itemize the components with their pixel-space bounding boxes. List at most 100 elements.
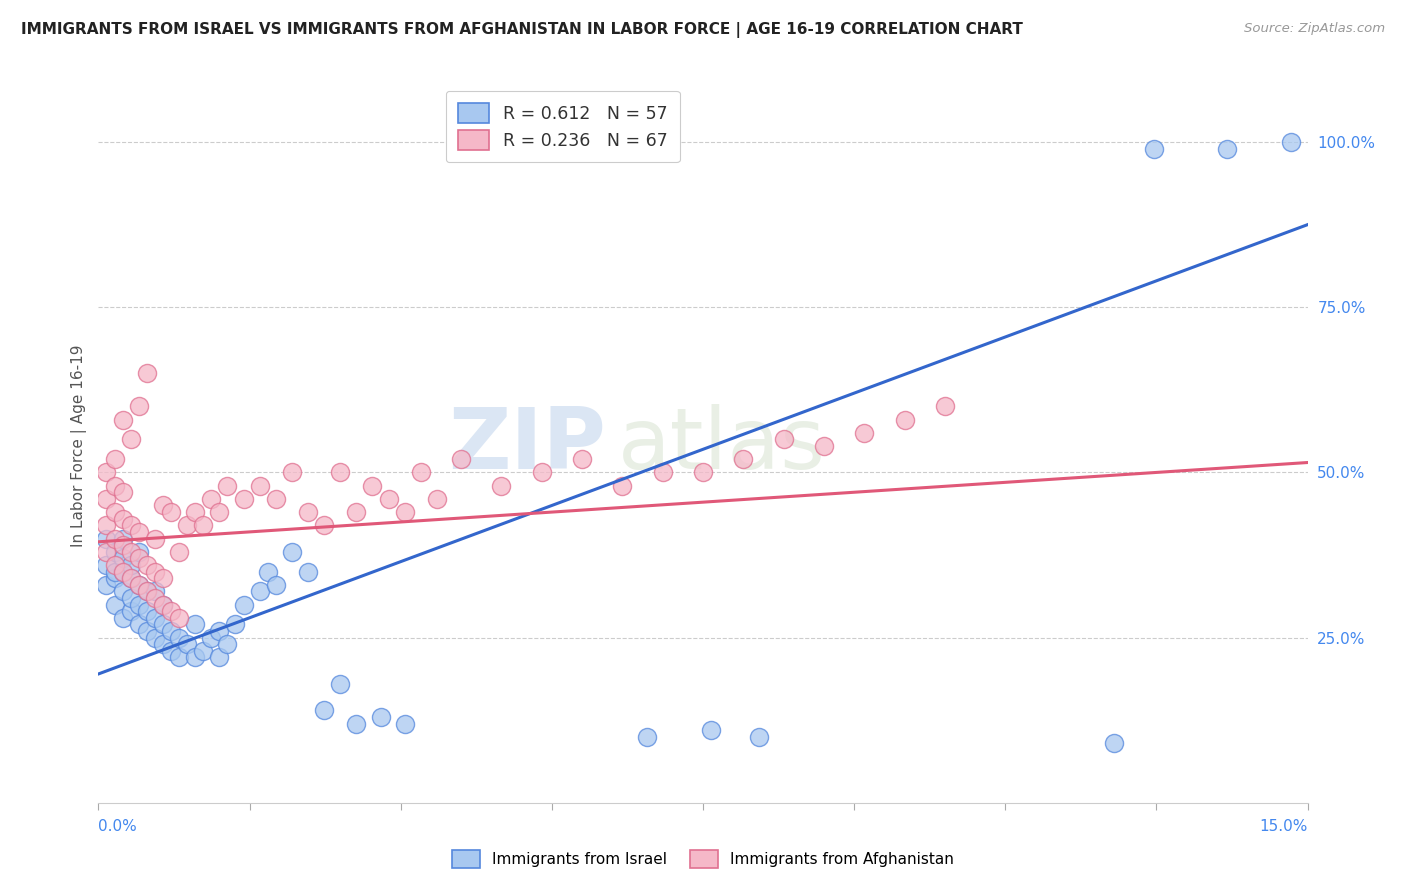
Point: [733, 452, 755, 467]
Point: [135, 584, 157, 599]
Point: [103, 571, 125, 585]
Point: [1143, 142, 1166, 156]
Point: [103, 565, 125, 579]
Point: [344, 716, 367, 731]
Point: [111, 584, 134, 599]
Point: [314, 703, 336, 717]
Point: [370, 710, 392, 724]
Point: [184, 650, 207, 665]
Point: [120, 571, 142, 585]
Point: [193, 518, 215, 533]
Point: [264, 578, 287, 592]
Point: [143, 591, 166, 605]
Point: [176, 518, 198, 533]
Point: [128, 617, 150, 632]
Point: [1102, 736, 1125, 750]
Point: [329, 466, 352, 480]
Point: [135, 604, 157, 618]
Point: [224, 617, 246, 632]
Point: [128, 578, 150, 592]
Point: [152, 598, 174, 612]
Point: [409, 466, 432, 480]
Y-axis label: In Labor Force | Age 16-19: In Labor Force | Age 16-19: [72, 344, 87, 548]
Text: ZIP: ZIP: [449, 404, 606, 488]
Point: [853, 425, 876, 440]
Point: [143, 611, 166, 625]
Point: [344, 505, 367, 519]
Point: [160, 505, 183, 519]
Point: [103, 478, 125, 492]
Point: [111, 412, 134, 426]
Point: [700, 723, 723, 738]
Legend: R = 0.612   N = 57, R = 0.236   N = 67: R = 0.612 N = 57, R = 0.236 N = 67: [446, 91, 681, 162]
Point: [135, 584, 157, 599]
Point: [128, 578, 150, 592]
Point: [128, 400, 150, 414]
Point: [281, 466, 304, 480]
Point: [281, 545, 304, 559]
Point: [103, 452, 125, 467]
Point: [143, 584, 166, 599]
Point: [167, 611, 190, 625]
Point: [377, 491, 399, 506]
Point: [571, 452, 593, 467]
Point: [167, 631, 190, 645]
Point: [96, 466, 118, 480]
Point: [426, 491, 449, 506]
Point: [200, 631, 222, 645]
Point: [96, 532, 118, 546]
Point: [249, 478, 271, 492]
Text: IMMIGRANTS FROM ISRAEL VS IMMIGRANTS FROM AFGHANISTAN IN LABOR FORCE | AGE 16-19: IMMIGRANTS FROM ISRAEL VS IMMIGRANTS FRO…: [21, 22, 1024, 38]
Point: [651, 466, 673, 480]
Point: [167, 650, 190, 665]
Point: [217, 637, 239, 651]
Point: [232, 491, 254, 506]
Point: [103, 505, 125, 519]
Point: [184, 505, 207, 519]
Point: [692, 466, 714, 480]
Point: [314, 518, 336, 533]
Point: [143, 631, 166, 645]
Point: [111, 538, 134, 552]
Point: [193, 644, 215, 658]
Point: [96, 545, 118, 559]
Point: [152, 598, 174, 612]
Point: [120, 571, 142, 585]
Point: [217, 478, 239, 492]
Legend: Immigrants from Israel, Immigrants from Afghanistan: Immigrants from Israel, Immigrants from …: [444, 843, 962, 875]
Point: [128, 545, 150, 559]
Point: [748, 730, 770, 744]
Point: [111, 511, 134, 525]
Point: [636, 730, 658, 744]
Point: [152, 617, 174, 632]
Point: [612, 478, 634, 492]
Point: [103, 598, 125, 612]
Point: [128, 551, 150, 566]
Point: [200, 491, 222, 506]
Point: [96, 558, 118, 572]
Point: [297, 505, 319, 519]
Point: [813, 439, 835, 453]
Point: [135, 624, 157, 638]
Point: [111, 565, 134, 579]
Point: [208, 650, 231, 665]
Point: [103, 545, 125, 559]
Point: [1281, 135, 1303, 149]
Point: [394, 716, 416, 731]
Point: [491, 478, 513, 492]
Point: [394, 505, 416, 519]
Point: [111, 551, 134, 566]
Point: [120, 591, 142, 605]
Point: [361, 478, 384, 492]
Point: [103, 558, 125, 572]
Point: [160, 604, 183, 618]
Point: [530, 466, 553, 480]
Point: [249, 584, 271, 599]
Point: [176, 637, 198, 651]
Text: Source: ZipAtlas.com: Source: ZipAtlas.com: [1244, 22, 1385, 36]
Point: [772, 433, 794, 447]
Point: [96, 518, 118, 533]
Point: [893, 412, 915, 426]
Point: [167, 545, 190, 559]
Point: [152, 571, 174, 585]
